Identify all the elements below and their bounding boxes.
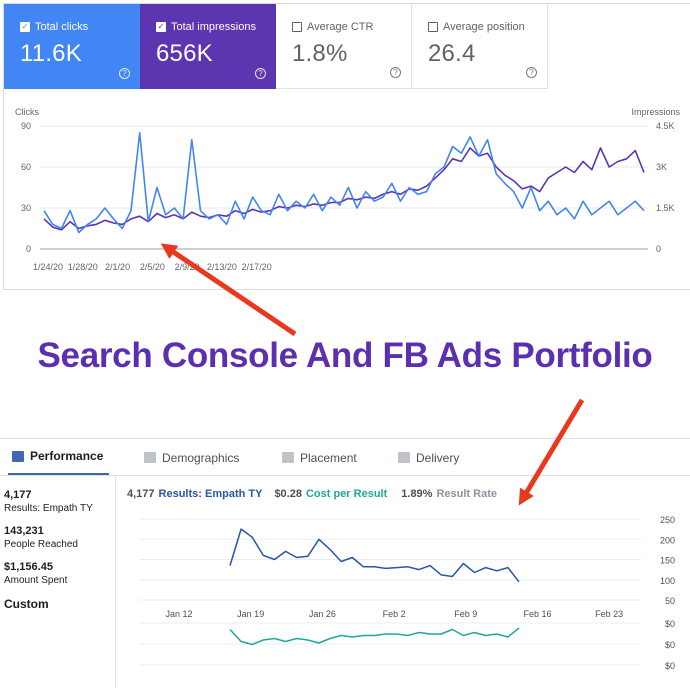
y-tick-label-left: 60 [21,162,31,172]
y-axis-title-left: Clicks [15,107,39,117]
x-tick-label: 2/13/20 [207,262,237,272]
metric-card-average-position[interactable]: Average position 26.4 ? [412,4,548,89]
x-tick-label: 1/28/20 [68,262,98,272]
series-line-cost-per-result [229,627,520,646]
stat-label: People Reached [4,539,78,550]
x-tick-label: Jan 26 [309,609,336,619]
metric-value: 26.4 [428,40,476,67]
bar-chart-icon [12,450,24,462]
metric-value: 11.6K [20,40,82,67]
legend-rr-label[interactable]: Result Rate [436,488,497,500]
tab-performance[interactable]: Performance [8,439,110,476]
y-tick-label-left: 0 [26,244,31,254]
y-tick-label-right: 50 [665,596,675,606]
y-tick-label-right: 1.5K [656,203,675,213]
metric-value: 1.8% [292,40,348,67]
fb-performance-chart: 250 200 150 100 50 Jan 12 Jan 19 Jan 26 Feb 2 Feb… [140,515,675,671]
x-tick-label: 1/24/20 [33,262,63,272]
y-tick-label-left: 30 [21,203,31,213]
tab-label: Placement [300,450,357,465]
checkbox-unchecked-icon[interactable] [428,22,438,32]
checkbox-unchecked-icon[interactable] [292,22,302,32]
y-tick-label-right: 100 [660,576,675,586]
y-tick-label-right: 0 [656,244,661,254]
summary-sidebar: 4,177 Results: Empath TY 143,231 People … [0,476,116,687]
tab-delivery[interactable]: Delivery [398,439,459,476]
metric-card-header: Average CTR [292,21,411,33]
legend-cpr-label[interactable]: Cost per Result [305,488,388,500]
search-console-panel: ✓ Total clicks 11.6K ? ✓ Total impressio… [3,3,690,290]
help-icon[interactable]: ? [255,68,266,79]
fb-ads-panel: Performance Demographics Placement Deliv… [0,438,690,687]
stat-value: 4,177 [4,489,32,501]
delivery-chart-icon [398,452,410,463]
legend-results-value: 4,177 [127,488,155,500]
x-tick-label: Feb 23 [595,609,623,619]
stat-label: Amount Spent [4,575,68,586]
help-icon[interactable]: ? [119,68,130,79]
y-tick-label-right: 4.5K [656,121,675,131]
placement-icon [282,452,294,463]
y-tick-label-right: $0 [665,640,675,650]
y-tick-label-right: 250 [660,515,675,525]
help-icon[interactable]: ? [526,67,537,78]
stat-label: Results: Empath TY [4,503,93,514]
series-line-clicks [43,131,645,234]
tab-bar: Performance Demographics Placement Deliv… [0,439,690,476]
chart-legend: 4,177 Results: Empath TY $0.28 Cost per … [127,488,497,500]
metric-label: Average CTR [307,21,374,33]
metric-card-header: Average position [428,21,547,33]
stat-results: 4,177 Results: Empath TY [4,489,115,514]
metric-value: 656K [156,40,213,67]
x-tick-label: Feb 9 [454,609,477,619]
stat-people-reached: 143,231 People Reached [4,525,115,550]
series-line-results [229,528,520,583]
y-tick-label-right: 150 [660,556,675,566]
stat-value: $1,156.45 [4,561,53,573]
x-tick-label: 2/9/20 [175,262,200,272]
legend-rr-value: 1.89% [401,488,433,500]
y-tick-label-right: 3K [656,162,667,172]
metric-card-total-clicks[interactable]: ✓ Total clicks 11.6K ? [4,4,140,89]
x-tick-label: Feb 2 [383,609,406,619]
legend-results-label[interactable]: Results: Empath TY [158,488,263,500]
stat-value: 143,231 [4,525,44,537]
metric-card-header: ✓ Total clicks [20,21,140,33]
y-tick-label-right: 200 [660,535,675,545]
tab-label: Performance [30,449,104,463]
metric-label: Total clicks [35,21,89,33]
divider [0,475,690,476]
y-tick-label-left: 90 [21,121,31,131]
headline-title: Search Console And FB Ads Portfolio [37,336,653,375]
people-icon [144,452,156,463]
help-icon[interactable]: ? [390,67,401,78]
x-tick-label: 2/17/20 [242,262,272,272]
stat-amount-spent: $1,156.45 Amount Spent [4,561,115,586]
tab-label: Demographics [162,450,240,465]
metric-card-header: ✓ Total impressions [156,21,276,33]
y-tick-label-right: $0 [665,661,675,671]
metric-card-total-impressions[interactable]: ✓ Total impressions 656K ? [140,4,276,89]
checkbox-checked-icon[interactable]: ✓ [156,22,166,32]
x-tick-label: Jan 12 [165,609,192,619]
checkbox-checked-icon[interactable]: ✓ [20,22,30,32]
tab-label: Delivery [416,450,460,465]
x-tick-label: Feb 16 [523,609,551,619]
series-line-impressions [43,147,645,231]
metric-card-average-ctr[interactable]: Average CTR 1.8% ? [276,4,412,89]
x-tick-label: 2/1/20 [105,262,130,272]
metric-label: Average position [443,21,525,33]
x-tick-label: Jan 19 [237,609,264,619]
legend-cpr-value: $0.28 [274,488,302,500]
tab-demographics[interactable]: Demographics [144,439,239,476]
y-axis-title-right: Impressions [631,107,680,117]
y-tick-label-right: $0 [665,619,675,629]
x-tick-label: 2/5/20 [140,262,165,272]
metric-label: Total impressions [171,21,256,33]
custom-date-range[interactable]: Custom [4,597,49,611]
tab-placement[interactable]: Placement [282,439,357,476]
